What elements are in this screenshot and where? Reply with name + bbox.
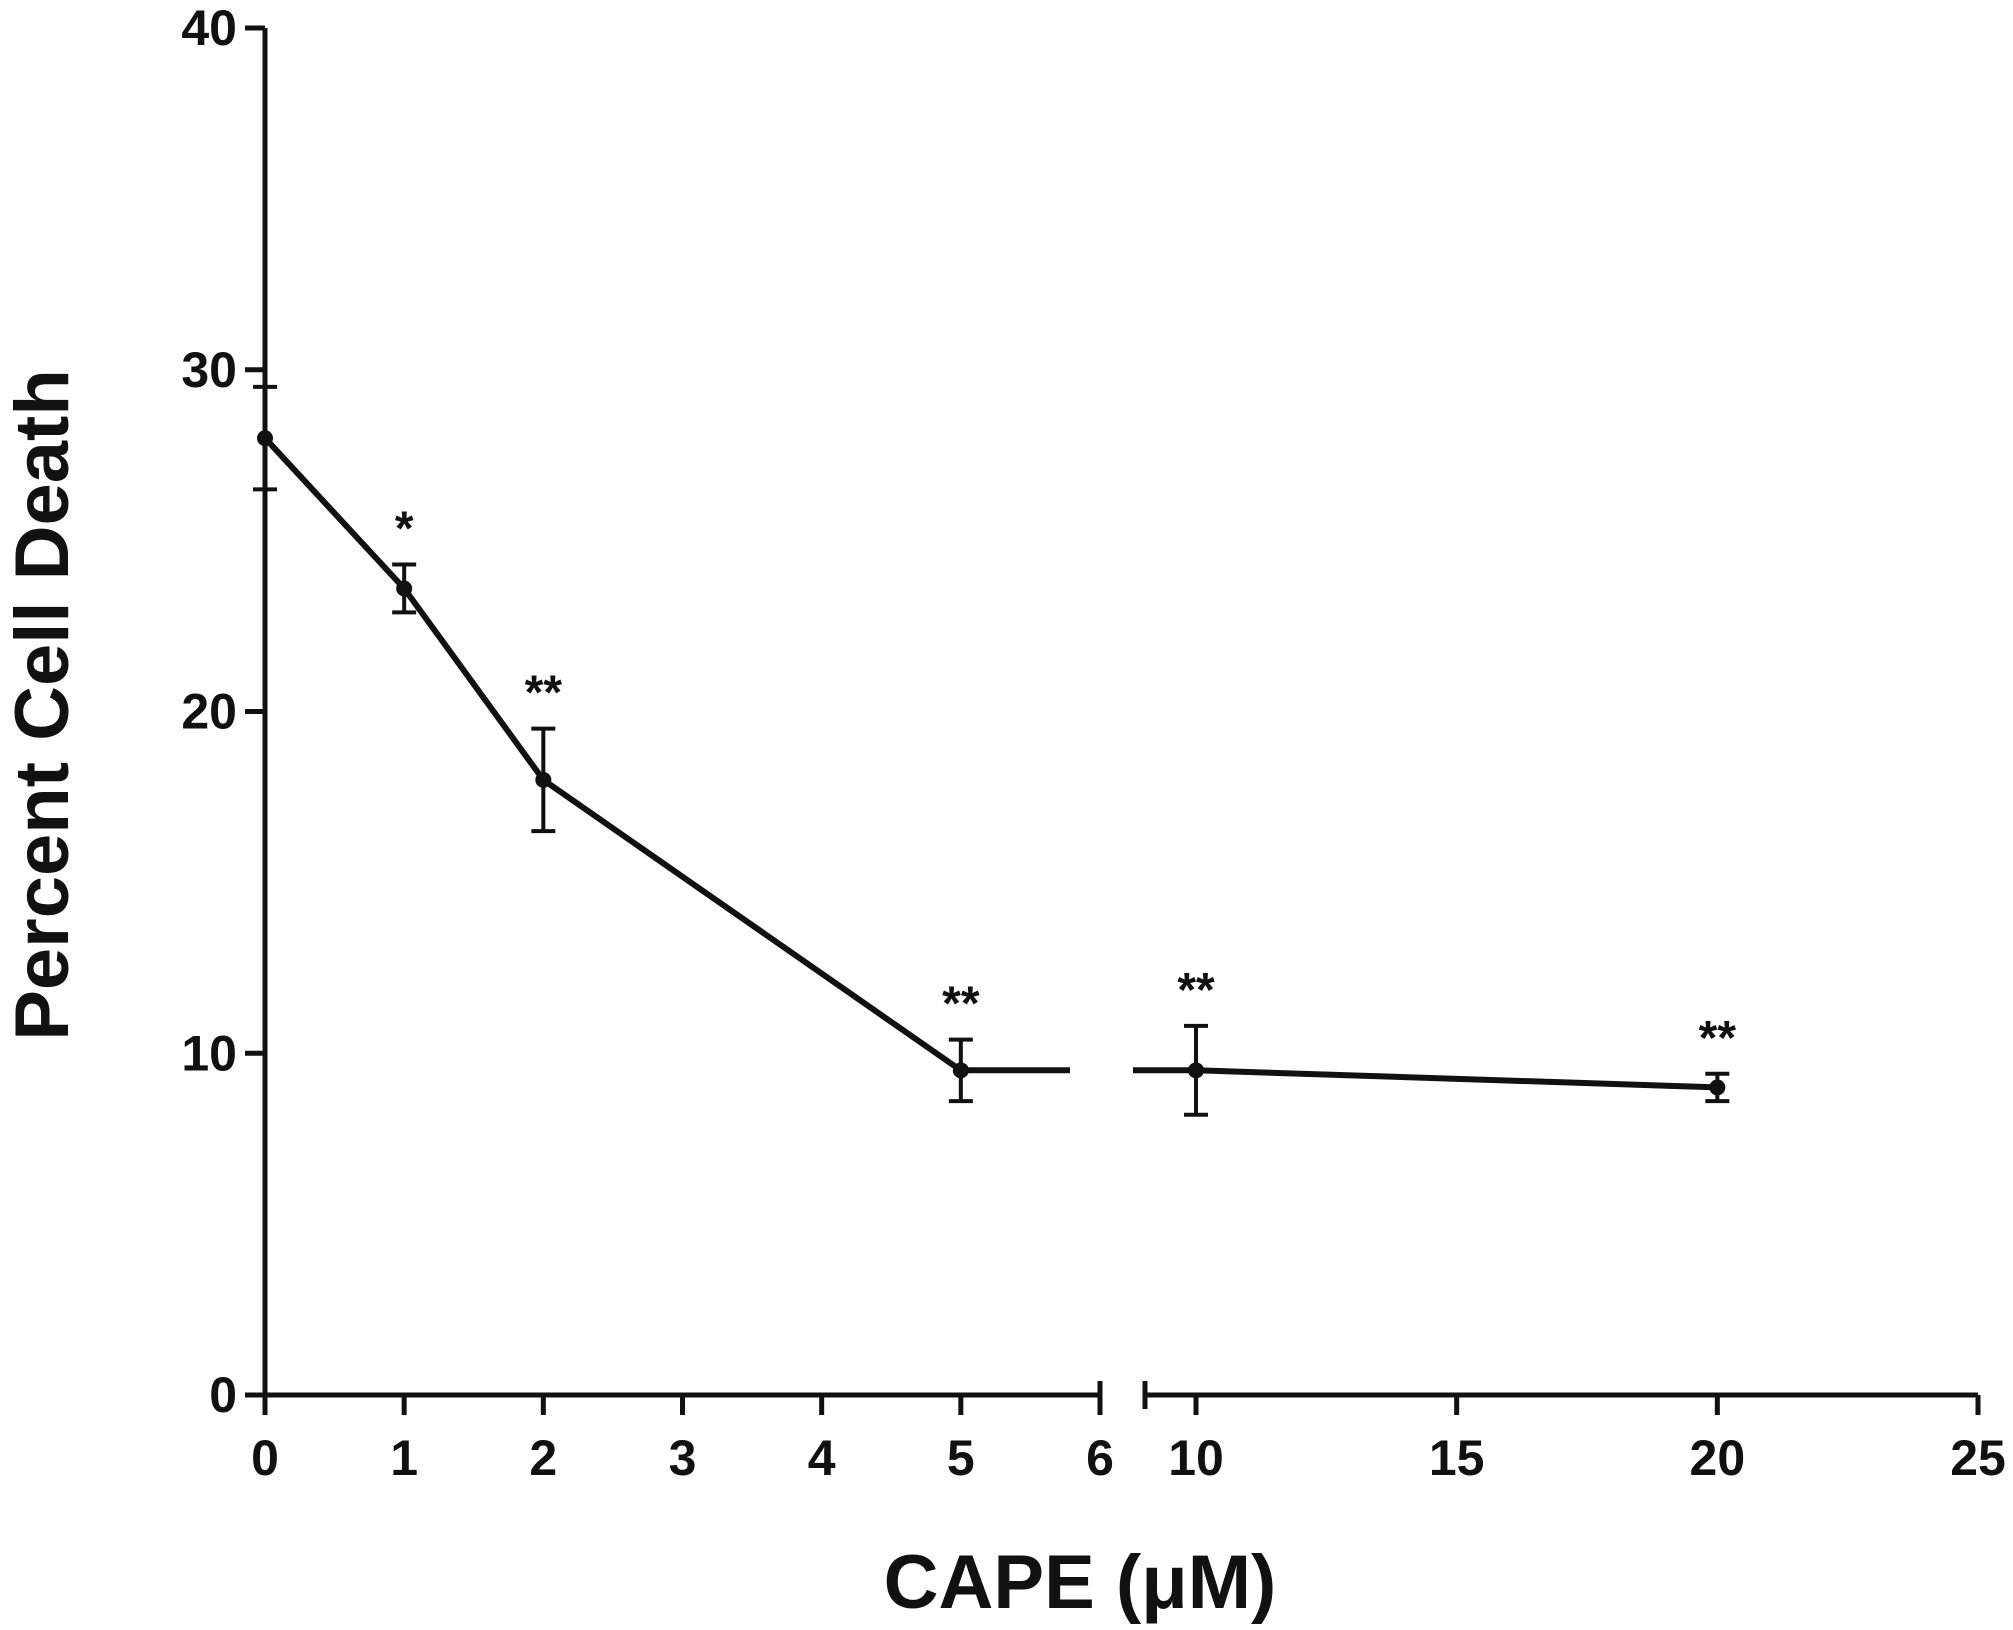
marks: ***** **** — [253, 384, 1737, 1117]
x-axis-title: CAPE (μM) — [884, 1540, 1277, 1625]
significance-label: ** — [942, 978, 980, 1031]
x-tick-label: 4 — [808, 1430, 836, 1486]
significance-label: ** — [525, 667, 563, 720]
significance-label: * — [395, 503, 414, 556]
significance-label: ** — [1699, 1012, 1737, 1065]
y-axis-title: Percent Cell Death — [0, 369, 85, 1041]
data-point — [952, 1062, 969, 1079]
significance-label: ** — [1177, 964, 1215, 1017]
x-tick-label: 3 — [669, 1430, 697, 1486]
y-tick-label: 40 — [181, 0, 237, 56]
x-tick-label: 20 — [1690, 1430, 1746, 1486]
y-tick-label: 10 — [181, 1025, 237, 1081]
data-point — [1709, 1079, 1726, 1096]
x-tick-label: 6 — [1086, 1430, 1114, 1486]
axes: 0 10 20 30 40 0 1 2 3 4 5 6 10 15 20 25 — [181, 0, 2005, 1486]
x-tick-label: 25 — [1950, 1430, 2006, 1486]
x-tick-label: 2 — [529, 1430, 557, 1486]
y-tick-label: 0 — [209, 1367, 237, 1423]
data-point — [1188, 1062, 1204, 1079]
data-point — [535, 771, 552, 788]
series-line — [1133, 1067, 1718, 1091]
x-tick-label: 15 — [1429, 1430, 1485, 1486]
data-point — [257, 430, 273, 447]
x-tick-label: 5 — [947, 1430, 975, 1486]
x-tick-label: 1 — [390, 1430, 418, 1486]
x-tick-label: 0 — [251, 1430, 279, 1486]
y-tick-label: 20 — [181, 684, 237, 740]
x-tick-label: 10 — [1168, 1430, 1224, 1486]
data-point — [396, 580, 413, 597]
series-line — [262, 436, 1070, 1074]
y-tick-label: 30 — [181, 342, 237, 398]
